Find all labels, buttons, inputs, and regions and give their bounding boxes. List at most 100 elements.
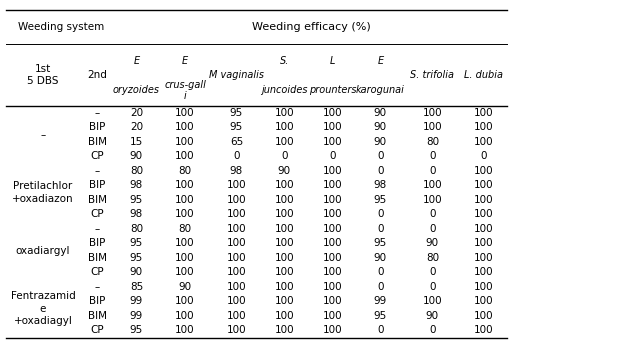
Text: 95: 95 bbox=[130, 253, 143, 263]
Text: 90: 90 bbox=[278, 166, 291, 176]
Text: 100: 100 bbox=[175, 137, 195, 147]
Text: BIP: BIP bbox=[89, 122, 106, 132]
Text: 100: 100 bbox=[227, 195, 246, 205]
Text: 100: 100 bbox=[474, 325, 493, 335]
Text: 100: 100 bbox=[175, 195, 195, 205]
Text: 0: 0 bbox=[377, 267, 384, 277]
Text: 0: 0 bbox=[377, 325, 384, 335]
Text: 100: 100 bbox=[474, 238, 493, 248]
Text: 100: 100 bbox=[227, 296, 246, 306]
Text: 100: 100 bbox=[227, 253, 246, 263]
Text: juncoides: juncoides bbox=[261, 85, 308, 95]
Text: 0: 0 bbox=[429, 209, 435, 219]
Text: 100: 100 bbox=[227, 282, 246, 292]
Text: 100: 100 bbox=[474, 180, 493, 190]
Text: –: – bbox=[95, 282, 100, 292]
Text: 0: 0 bbox=[377, 151, 384, 161]
Text: 100: 100 bbox=[275, 108, 294, 118]
Text: 100: 100 bbox=[175, 122, 195, 132]
Text: 100: 100 bbox=[323, 253, 342, 263]
Text: BIM: BIM bbox=[88, 195, 107, 205]
Text: 90: 90 bbox=[130, 267, 143, 277]
Text: oxadiargyl: oxadiargyl bbox=[16, 246, 70, 256]
Text: 80: 80 bbox=[130, 166, 143, 176]
Text: L. dubia: L. dubia bbox=[464, 70, 503, 80]
Text: 0: 0 bbox=[329, 151, 336, 161]
Text: 100: 100 bbox=[175, 180, 195, 190]
Text: 95: 95 bbox=[374, 311, 387, 321]
Text: 0: 0 bbox=[429, 166, 435, 176]
Text: 100: 100 bbox=[422, 296, 442, 306]
Text: crus-gall
i: crus-gall i bbox=[164, 79, 206, 101]
Text: 100: 100 bbox=[474, 224, 493, 234]
Text: BIM: BIM bbox=[88, 311, 107, 321]
Text: 95: 95 bbox=[374, 238, 387, 248]
Text: 100: 100 bbox=[323, 122, 342, 132]
Text: 95: 95 bbox=[130, 195, 143, 205]
Text: 100: 100 bbox=[275, 253, 294, 263]
Text: 90: 90 bbox=[374, 122, 387, 132]
Text: 100: 100 bbox=[227, 238, 246, 248]
Text: 90: 90 bbox=[426, 238, 439, 248]
Text: 100: 100 bbox=[323, 209, 342, 219]
Text: 90: 90 bbox=[374, 108, 387, 118]
Text: 100: 100 bbox=[323, 137, 342, 147]
Text: Pretilachlor
+oxadiazon: Pretilachlor +oxadiazon bbox=[12, 181, 74, 204]
Text: 100: 100 bbox=[175, 267, 195, 277]
Text: 99: 99 bbox=[130, 311, 143, 321]
Text: prounters: prounters bbox=[308, 85, 356, 95]
Text: 85: 85 bbox=[130, 282, 143, 292]
Text: 100: 100 bbox=[275, 238, 294, 248]
Text: S.: S. bbox=[280, 56, 289, 66]
Text: 100: 100 bbox=[175, 151, 195, 161]
Text: 80: 80 bbox=[426, 137, 439, 147]
Text: 100: 100 bbox=[474, 267, 493, 277]
Text: 95: 95 bbox=[130, 238, 143, 248]
Text: 95: 95 bbox=[230, 108, 243, 118]
Text: CP: CP bbox=[91, 325, 104, 335]
Text: 80: 80 bbox=[178, 166, 192, 176]
Text: 100: 100 bbox=[323, 267, 342, 277]
Text: 20: 20 bbox=[130, 122, 143, 132]
Text: 0: 0 bbox=[429, 267, 435, 277]
Text: 100: 100 bbox=[175, 209, 195, 219]
Text: 100: 100 bbox=[227, 180, 246, 190]
Text: 90: 90 bbox=[130, 151, 143, 161]
Text: 100: 100 bbox=[323, 325, 342, 335]
Text: 100: 100 bbox=[474, 108, 493, 118]
Text: BIP: BIP bbox=[89, 296, 106, 306]
Text: BIM: BIM bbox=[88, 137, 107, 147]
Text: M vaginalis: M vaginalis bbox=[209, 70, 264, 80]
Text: 100: 100 bbox=[275, 122, 294, 132]
Text: 100: 100 bbox=[422, 122, 442, 132]
Text: 0: 0 bbox=[377, 282, 384, 292]
Text: 100: 100 bbox=[474, 166, 493, 176]
Text: Weeding efficacy (%): Weeding efficacy (%) bbox=[252, 22, 371, 32]
Text: 1st
5 DBS: 1st 5 DBS bbox=[27, 64, 59, 86]
Text: 100: 100 bbox=[474, 253, 493, 263]
Text: 0: 0 bbox=[233, 151, 240, 161]
Text: 90: 90 bbox=[178, 282, 192, 292]
Text: E: E bbox=[378, 56, 383, 66]
Text: 15: 15 bbox=[130, 137, 143, 147]
Text: E: E bbox=[182, 56, 188, 66]
Text: 0: 0 bbox=[429, 224, 435, 234]
Text: 100: 100 bbox=[474, 311, 493, 321]
Text: 100: 100 bbox=[275, 325, 294, 335]
Text: 100: 100 bbox=[474, 296, 493, 306]
Text: 80: 80 bbox=[426, 253, 439, 263]
Text: 100: 100 bbox=[422, 180, 442, 190]
Text: 100: 100 bbox=[474, 209, 493, 219]
Text: 0: 0 bbox=[377, 166, 384, 176]
Text: 90: 90 bbox=[374, 137, 387, 147]
Text: oryzoides: oryzoides bbox=[113, 85, 160, 95]
Text: 100: 100 bbox=[175, 108, 195, 118]
Text: 99: 99 bbox=[130, 296, 143, 306]
Text: 100: 100 bbox=[275, 224, 294, 234]
Text: 0: 0 bbox=[281, 151, 288, 161]
Text: 100: 100 bbox=[275, 267, 294, 277]
Text: 100: 100 bbox=[275, 137, 294, 147]
Text: 100: 100 bbox=[227, 224, 246, 234]
Text: 100: 100 bbox=[323, 238, 342, 248]
Text: BIP: BIP bbox=[89, 238, 106, 248]
